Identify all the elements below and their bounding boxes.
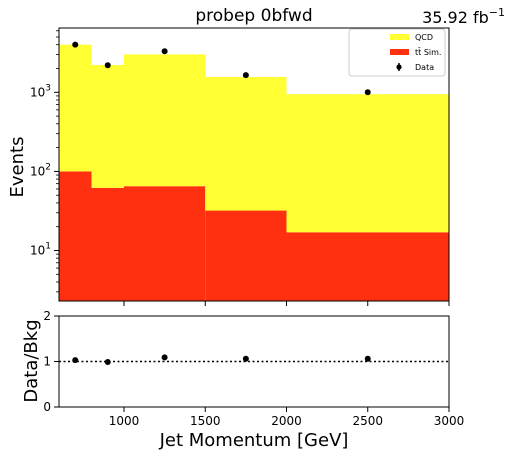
ratio-point-2 <box>161 354 168 361</box>
stack-0-bin-2 <box>124 186 206 301</box>
data-point-3 <box>242 72 249 79</box>
data-points <box>72 41 371 96</box>
stacked-histogram <box>59 44 449 301</box>
stack-0-bin-1 <box>91 187 124 301</box>
main-y-tick-label-1: 102 <box>30 162 51 178</box>
ratio-point-0 <box>72 357 79 364</box>
ratio-y-ticks: 0 1 2 <box>43 309 59 414</box>
ratio-point-4 <box>364 355 371 362</box>
legend-qcd-swatch <box>390 34 409 40</box>
ratio-point-1 <box>104 358 111 365</box>
ratio-y-axis-label: Data/Bkg <box>21 319 42 402</box>
main-x-ticks <box>123 301 450 306</box>
stack-0-bin-3 <box>205 210 287 301</box>
legend-qcd-label: QCD <box>415 33 433 42</box>
luminosity-exponent: −1 <box>489 6 505 19</box>
stack-1-bin-1 <box>91 65 124 188</box>
ratio-y-tick-label-0: 0 <box>43 400 51 414</box>
stack-1-bin-3 <box>205 76 287 211</box>
stack-0-bin-0 <box>59 171 92 301</box>
legend-data-marker <box>396 64 402 70</box>
ratio-point-3 <box>242 355 249 362</box>
ratio-y-tick-label-2: 2 <box>43 309 51 323</box>
ratio-x-tick-label-0: 1000 <box>109 414 140 428</box>
data-point-2 <box>161 48 168 55</box>
main-y-tick-label-0: 101 <box>30 242 51 258</box>
ratio-points <box>72 354 371 365</box>
stack-1-bin-4 <box>286 94 449 233</box>
ratio-x-tick-label-1: 1500 <box>190 414 221 428</box>
ratio-plot-frame <box>58 315 450 408</box>
chart-title: probep 0bfwd <box>195 6 312 26</box>
ratio-x-tick-label-2: 2000 <box>271 414 302 428</box>
luminosity-label: 35.92 fb−1 <box>422 6 505 27</box>
stack-0-bin-4 <box>286 232 449 301</box>
stack-1-bin-2 <box>124 54 206 187</box>
ratio-y-tick-label-1: 1 <box>43 355 51 369</box>
x-axis-label: Jet Momentum [GeV] <box>159 430 349 451</box>
data-point-4 <box>364 89 371 96</box>
ratio-x-tick-label-4: 3000 <box>434 414 465 428</box>
ratio-x-tick-label-3: 2500 <box>352 414 383 428</box>
stack-1-bin-0 <box>59 44 92 172</box>
main-plot-frame <box>58 27 450 302</box>
legend-ttbar-swatch <box>390 49 409 55</box>
data-point-1 <box>104 62 111 69</box>
main-y-axis-label: Events <box>7 137 28 198</box>
ratio-plot-panel: 0 1 2 1000 1500 2000 2500 3000 <box>43 309 464 428</box>
legend: QCD tt̄ Sim. Data <box>348 28 446 77</box>
main-y-ticks: 101 102 103 <box>30 30 59 293</box>
main-plot-panel: 101 102 103 <box>30 27 450 306</box>
ratio-x-ticks: 1000 1500 2000 2500 3000 <box>109 407 465 428</box>
legend-ttbar-label: tt̄ Sim. <box>415 47 441 57</box>
legend-data-label: Data <box>415 63 434 72</box>
luminosity-value: 35.92 fb <box>422 8 489 27</box>
data-point-0 <box>72 41 79 48</box>
main-y-tick-label-2: 103 <box>30 83 51 99</box>
